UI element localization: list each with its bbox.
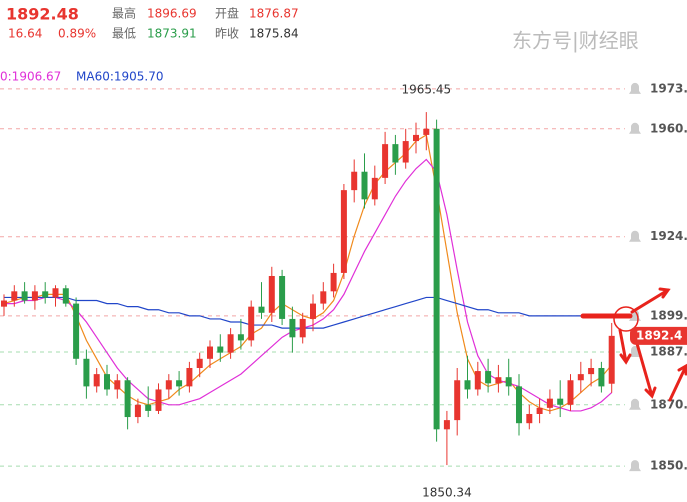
candle-body (526, 413, 533, 424)
watermark: 东方号|财经眼 (512, 29, 639, 53)
alert-icon (629, 398, 641, 410)
candle-body (42, 291, 49, 298)
candle-body (588, 367, 595, 375)
candle-body (21, 291, 28, 301)
annotation-arrows (580, 287, 687, 402)
y-tick-label: 1960. (650, 121, 687, 135)
candle-body (124, 380, 131, 418)
candle-body (485, 371, 492, 384)
y-tick-label: 1973. (650, 81, 687, 95)
candle-body (62, 288, 69, 304)
high-value: 1896.69 (147, 7, 197, 21)
candle-body (402, 141, 409, 163)
y-tick-label: 1870. (650, 397, 687, 411)
candle-body (155, 389, 162, 411)
candle-body (464, 380, 471, 390)
candle-body (413, 134, 419, 142)
candle-body (237, 334, 244, 341)
high-label: 最高 (112, 6, 136, 21)
ma-line (4, 158, 613, 412)
open-label: 开盘 (215, 6, 239, 21)
candle-body (567, 380, 574, 405)
y-tick-label: 1899. (650, 308, 687, 322)
candles (1, 112, 615, 466)
alert-icon (629, 82, 641, 94)
candle-body (176, 380, 183, 387)
candle-body (227, 334, 234, 353)
candle-body (598, 367, 605, 387)
alert-icon (629, 460, 641, 472)
candle-body (145, 404, 152, 411)
low-annotation: 1850.34 (422, 486, 472, 500)
candle-body (557, 398, 564, 405)
candle-body (382, 144, 389, 178)
change-pct: 0.89% (58, 27, 96, 41)
price: 1892.48 (6, 5, 79, 24)
candle-body (608, 335, 615, 384)
candle-body (52, 288, 59, 298)
candle-body (474, 371, 481, 390)
candle-body (320, 291, 327, 304)
candle-body (31, 291, 38, 301)
price-tag (630, 326, 687, 345)
candle-body (258, 306, 265, 313)
candle-body (1, 300, 7, 307)
legend-entry: 0:1906.67 (0, 70, 61, 84)
candle-body (248, 306, 255, 341)
candle-body (217, 346, 224, 353)
candle-body (330, 272, 337, 292)
alert-icon (629, 122, 641, 134)
candle-body (93, 374, 100, 387)
candle-body (186, 367, 193, 387)
low-value: 1873.91 (147, 27, 197, 41)
open-value: 1876.87 (249, 7, 299, 21)
candle-body (371, 177, 378, 200)
candle-body (340, 190, 347, 273)
candle-body (299, 318, 306, 338)
candle-body (11, 291, 18, 301)
candle-body (196, 358, 203, 368)
prev-close-value: 1875.84 (249, 27, 299, 41)
candle-body (165, 380, 172, 390)
y-tick-label: 1887.2 (650, 345, 687, 359)
candle-body (310, 303, 316, 319)
candle-body (279, 275, 286, 319)
ma-line (4, 296, 612, 329)
candle-body (134, 404, 141, 418)
candle-body (114, 380, 121, 390)
y-tick-label: 1924.8 (650, 229, 687, 243)
candle-body (83, 358, 90, 387)
low-label: 最低 (112, 27, 136, 41)
candle-body (207, 346, 213, 359)
candle-body (433, 128, 440, 430)
candle-body (289, 318, 296, 338)
candle-body (454, 380, 461, 421)
ma-lines (3, 133, 613, 412)
candle-body (516, 386, 522, 424)
candle-body (546, 398, 553, 408)
high-annotation: 1965.45 (401, 83, 451, 97)
candle-body (361, 171, 368, 200)
candle-body (268, 275, 275, 313)
candle-body (392, 144, 399, 163)
legend-entry: MA60:1905.70 (76, 70, 164, 84)
alert-icon (629, 230, 641, 242)
price-tag-label: 1892.4 (636, 328, 682, 342)
ma-line (3, 133, 613, 412)
candle-body (577, 374, 584, 381)
candle-body (351, 171, 358, 191)
prev-close-label: 昨收 (215, 27, 239, 41)
y-tick-label: 1850. (650, 459, 687, 473)
candle-body (423, 128, 430, 135)
candle-body (536, 407, 543, 414)
candle-body (104, 374, 110, 390)
candle-body (443, 420, 450, 430)
candle-body (505, 377, 512, 387)
candle-body (73, 303, 80, 359)
candle-body (495, 377, 502, 384)
change: 16.64 (8, 27, 42, 41)
